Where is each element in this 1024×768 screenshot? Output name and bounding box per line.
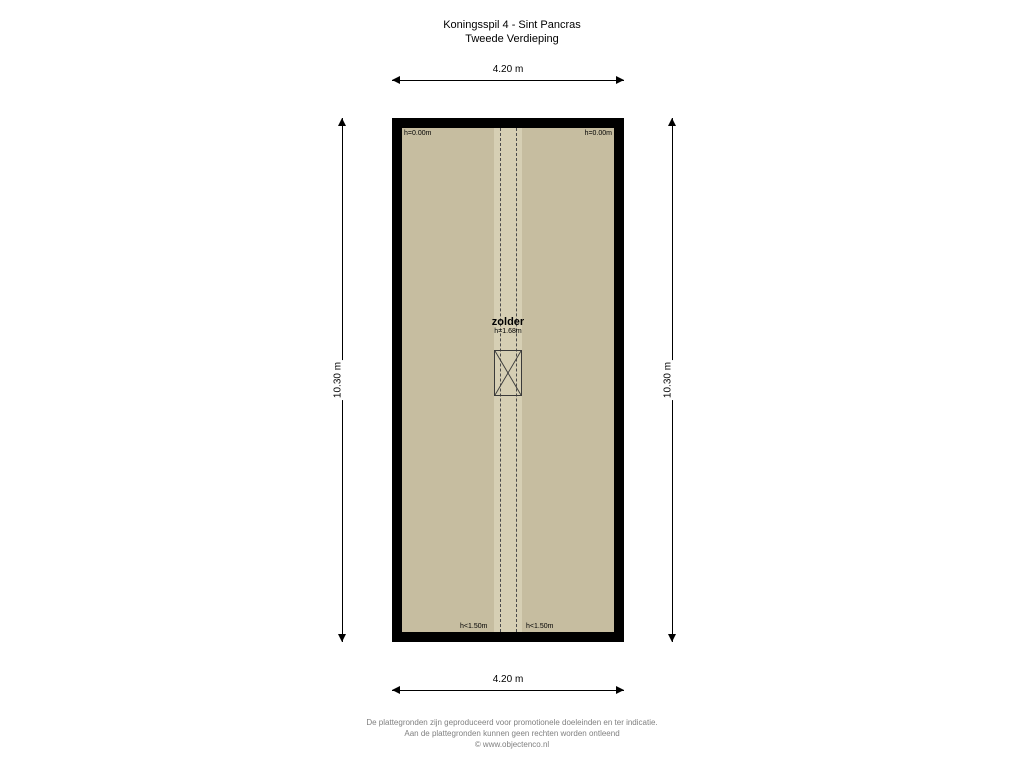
dimension-left: 10.30 m — [332, 118, 352, 642]
arrow-left-icon — [392, 76, 400, 84]
title-line-2: Tweede Verdieping — [0, 32, 1024, 46]
arrow-down-icon — [338, 634, 346, 642]
room-name: zolder — [458, 316, 558, 328]
floorplan: zolder h=1.68m h=0.00m h=0.00m h<1.50m h… — [392, 118, 624, 642]
dimension-width-label: 4.20 m — [483, 674, 533, 685]
title-line-1: Koningsspil 4 - Sint Pancras — [0, 18, 1024, 32]
floorplan-page: Koningsspil 4 - Sint Pancras Tweede Verd… — [0, 0, 1024, 768]
height-marker-top-left: h=0.00m — [404, 130, 431, 137]
footer-line-3: © www.objectenco.nl — [0, 739, 1024, 750]
footer-line-2: Aan de plattegronden kunnen geen rechten… — [0, 728, 1024, 739]
height-marker-top-right: h=0.00m — [585, 130, 612, 137]
arrow-up-icon — [668, 118, 676, 126]
arrow-right-icon — [616, 76, 624, 84]
interior-floor: zolder h=1.68m h=0.00m h=0.00m h<1.50m h… — [402, 128, 614, 632]
footer-line-1: De plattegronden zijn geproduceerd voor … — [0, 717, 1024, 728]
dimension-right: 10.30 m — [662, 118, 682, 642]
arrow-right-icon — [616, 686, 624, 694]
footer-disclaimer: De plattegronden zijn geproduceerd voor … — [0, 717, 1024, 750]
dimension-bottom: 4.20 m — [392, 680, 624, 700]
dimension-top: 4.20 m — [392, 70, 624, 90]
arrow-left-icon — [392, 686, 400, 694]
roof-hatch — [494, 350, 522, 396]
hatch-cross-icon — [495, 351, 521, 395]
dimension-height-label: 10.30 m — [333, 360, 344, 400]
height-marker-bottom-right: h<1.50m — [526, 623, 553, 630]
height-marker-bottom-left: h<1.50m — [460, 623, 487, 630]
dimension-line — [392, 80, 624, 81]
dimension-height-label: 10.30 m — [663, 360, 674, 400]
room-height: h=1.68m — [458, 328, 558, 335]
dimension-width-label: 4.20 m — [483, 64, 533, 75]
dimension-line — [392, 690, 624, 691]
title-block: Koningsspil 4 - Sint Pancras Tweede Verd… — [0, 18, 1024, 46]
arrow-down-icon — [668, 634, 676, 642]
arrow-up-icon — [338, 118, 346, 126]
room-label: zolder h=1.68m — [458, 316, 558, 335]
